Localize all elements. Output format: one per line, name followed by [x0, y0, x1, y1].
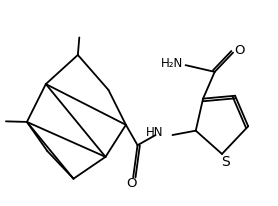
Text: O: O: [126, 177, 137, 190]
Text: S: S: [221, 155, 230, 169]
Text: H₂N: H₂N: [161, 57, 183, 70]
Text: HN: HN: [146, 126, 164, 139]
Text: O: O: [235, 44, 245, 57]
